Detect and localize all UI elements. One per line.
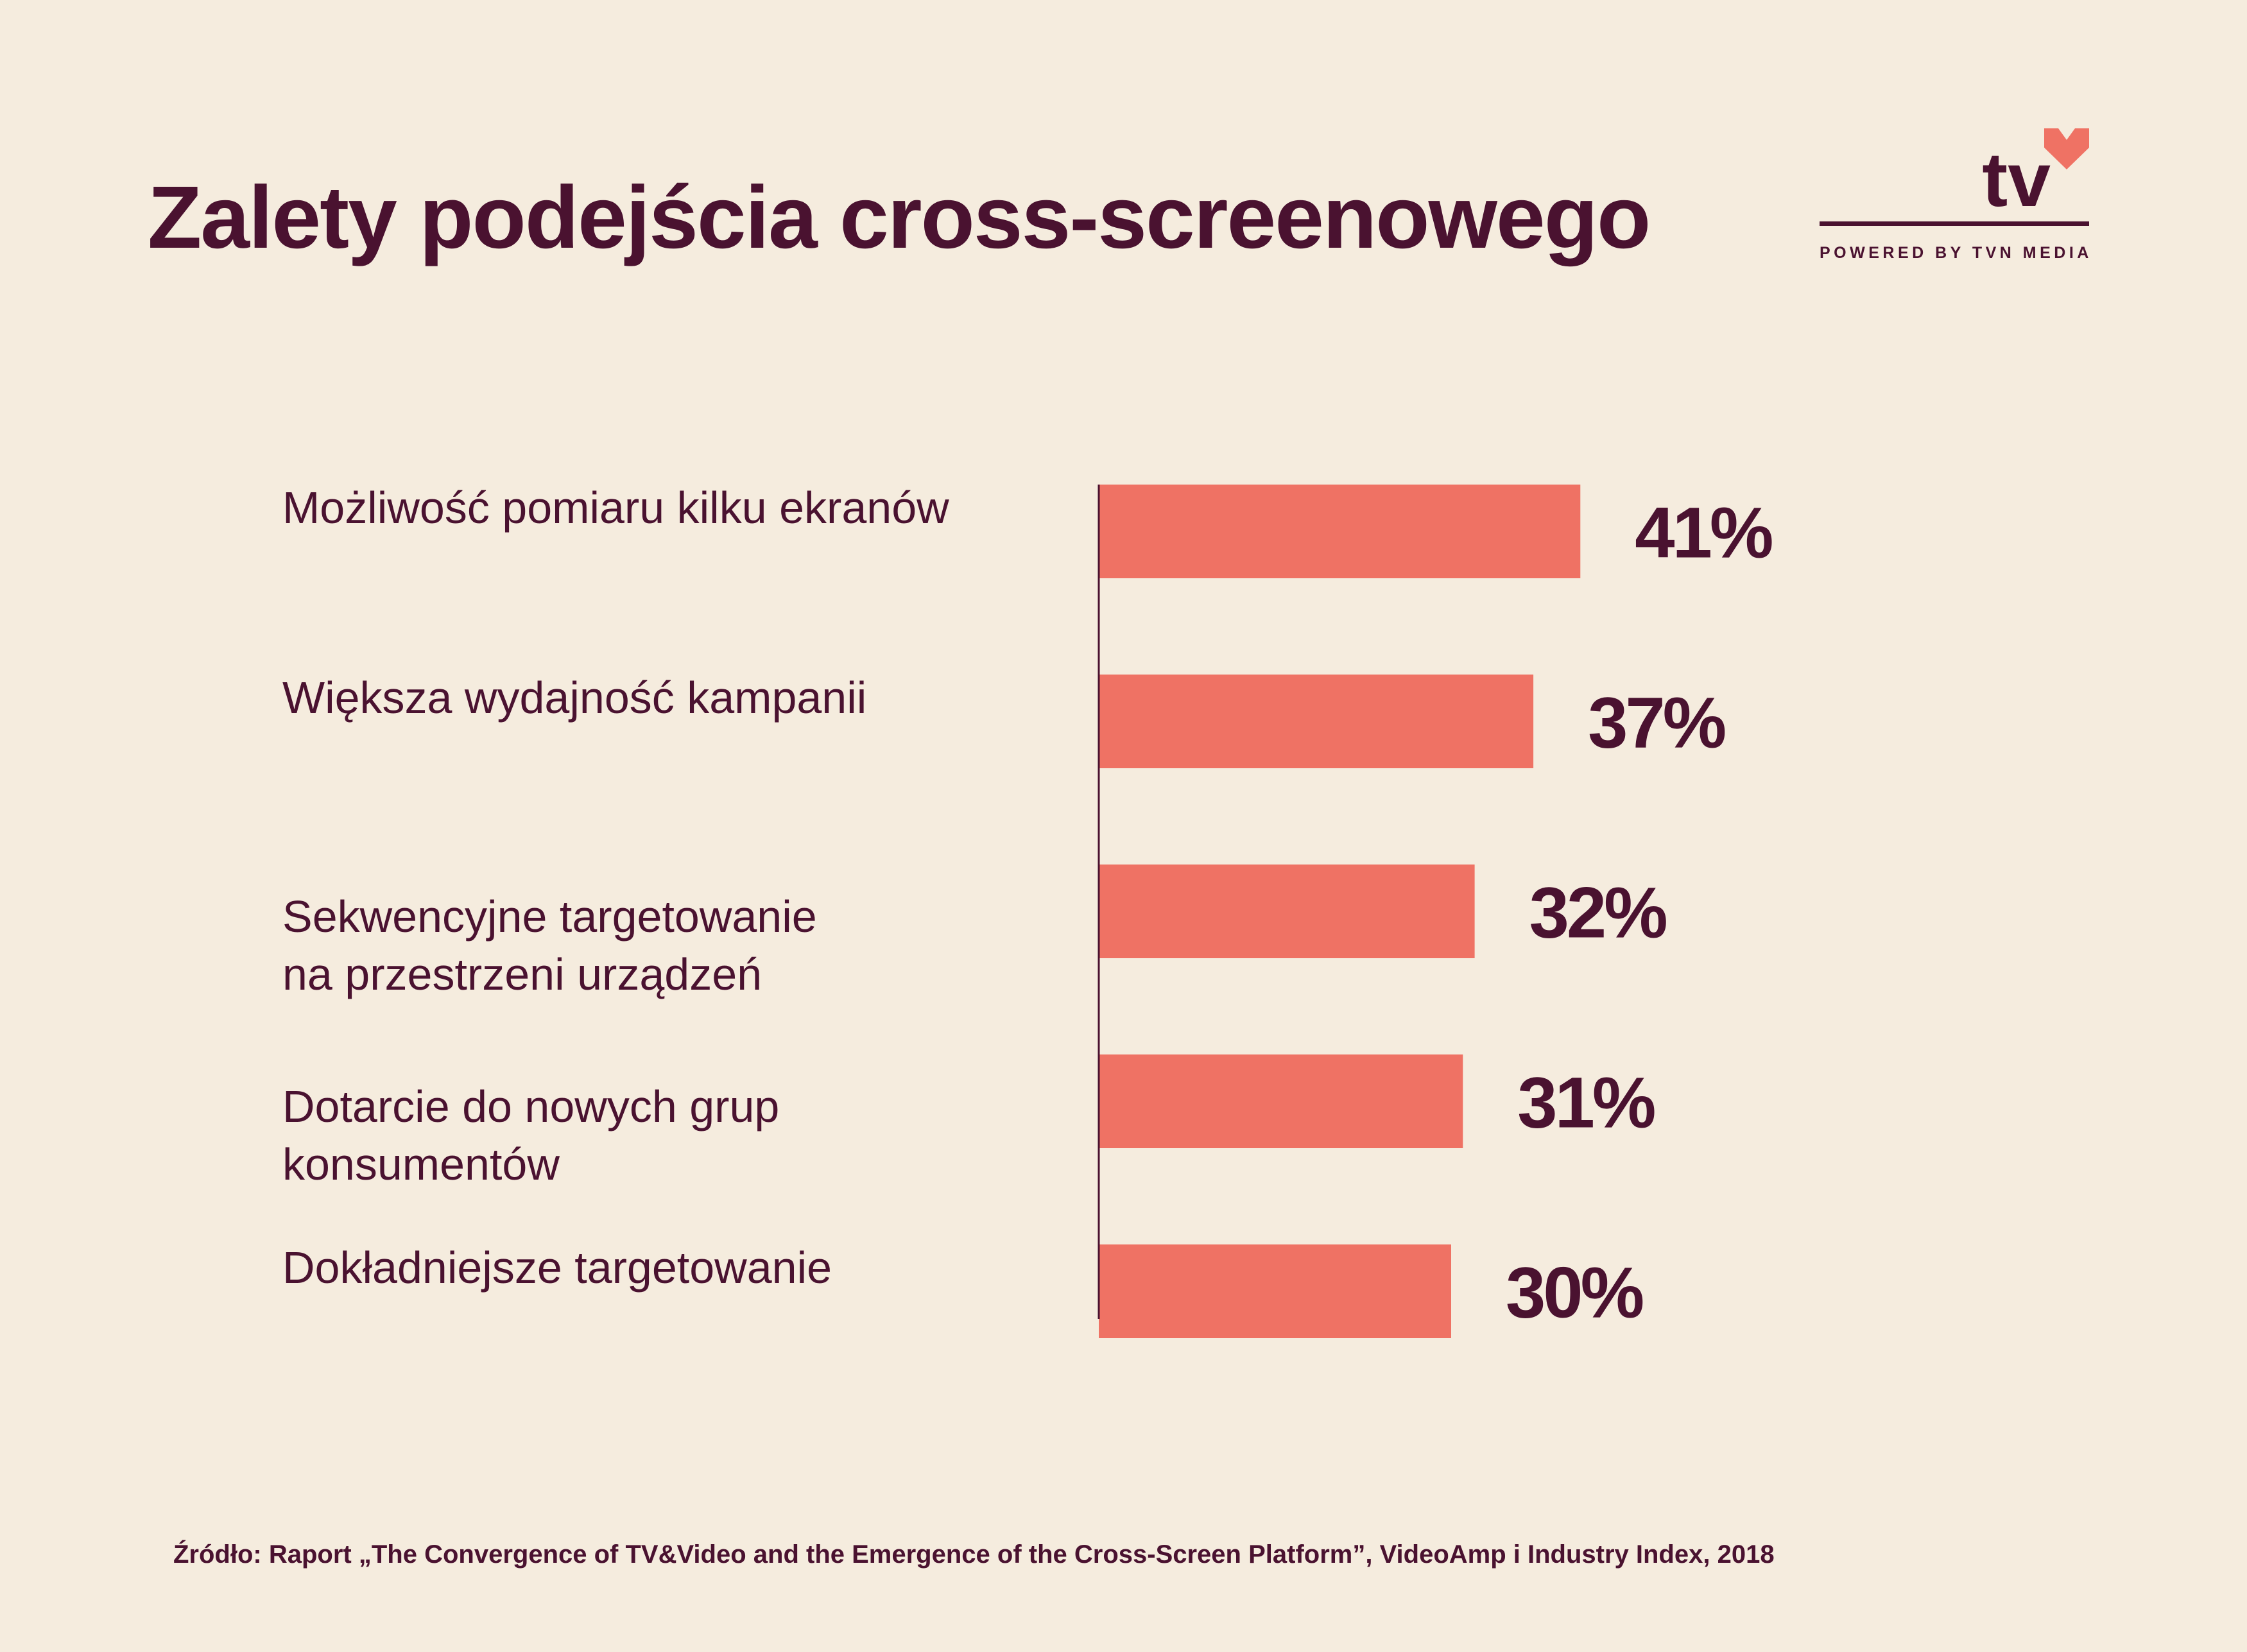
data-label: 37% bbox=[1588, 682, 1725, 762]
logo-text: tv bbox=[1982, 137, 2051, 223]
category-label: Dokładniejsze targetowanie bbox=[282, 1243, 832, 1293]
category-label: Sekwencyjne targetowanie bbox=[282, 891, 817, 942]
logo-tagline: POWERED BY TVN MEDIA bbox=[1820, 244, 2092, 262]
category-label: Możliwość pomiaru kilku ekranów bbox=[282, 483, 949, 533]
page-title: Zalety podejścia cross-screenowego bbox=[148, 168, 1651, 267]
source-note: Źródło: Raport „The Convergence of TV&Vi… bbox=[173, 1540, 1775, 1569]
logo-divider bbox=[1820, 221, 2089, 226]
brand-logo: tv POWERED BY TVN MEDIA bbox=[1820, 122, 2089, 270]
category-label: na przestrzeni urządzeń bbox=[282, 949, 762, 999]
data-label: 31% bbox=[1517, 1062, 1655, 1142]
data-label: 41% bbox=[1635, 492, 1772, 572]
data-label: 32% bbox=[1529, 872, 1667, 952]
bar bbox=[1099, 1244, 1451, 1338]
category-label: Większa wydajność kampanii bbox=[282, 673, 866, 723]
category-label: Dotarcie do nowych grup bbox=[282, 1081, 779, 1131]
heart-icon bbox=[2044, 128, 2089, 169]
bar bbox=[1099, 1054, 1463, 1148]
category-label: konsumentów bbox=[282, 1139, 560, 1189]
bar bbox=[1099, 675, 1534, 768]
bar bbox=[1099, 865, 1475, 958]
bar bbox=[1099, 485, 1581, 578]
data-label: 30% bbox=[1506, 1252, 1643, 1332]
